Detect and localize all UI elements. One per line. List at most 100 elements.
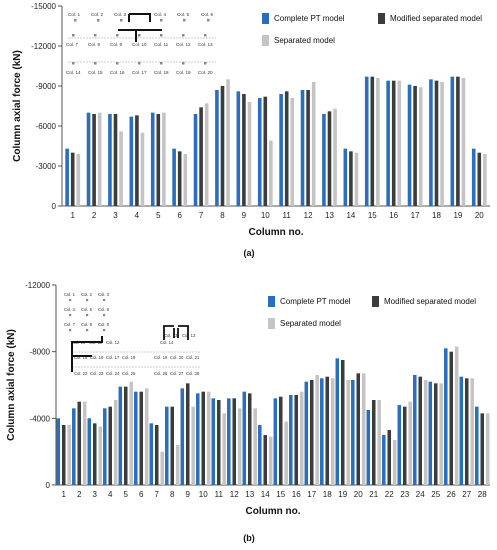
- column-marker: [103, 314, 106, 317]
- bar-modified-separated: [170, 406, 175, 485]
- bar-complete-pt: [300, 90, 305, 206]
- panel-label: (b): [243, 533, 255, 543]
- inset-column-label: Col. 2: [91, 12, 103, 17]
- x-tick-label: 13: [325, 211, 334, 220]
- x-tick-label: 22: [385, 490, 394, 499]
- legend-swatch: [268, 296, 275, 307]
- bar-separated: [299, 391, 304, 485]
- x-tick-label: 11: [283, 211, 292, 220]
- bar-complete-pt: [172, 148, 176, 206]
- y-axis-title: Column axial force (kN): [12, 50, 23, 162]
- bar-complete-pt: [118, 386, 123, 485]
- bar-separated: [439, 383, 443, 485]
- x-tick-label: 16: [389, 211, 398, 220]
- column-marker: [204, 62, 207, 65]
- bar-modified-separated: [185, 383, 190, 485]
- legend-label: Separated model: [274, 36, 335, 45]
- bar-complete-pt: [56, 418, 61, 485]
- bar-separated: [377, 400, 381, 485]
- bar-modified-separated: [480, 413, 485, 485]
- inset-column-label: Col. 24: [106, 371, 120, 376]
- bar-complete-pt: [304, 381, 309, 485]
- inset-column-label: Col. 7: [64, 322, 76, 327]
- inset-column-label: Col. 26: [154, 371, 168, 376]
- y-tick-label: -3000: [36, 162, 57, 171]
- bar-separated: [269, 140, 273, 206]
- bar-modified-separated: [113, 114, 118, 206]
- bar-separated: [160, 451, 164, 485]
- bar-separated: [222, 413, 226, 485]
- bar-modified-separated: [325, 376, 330, 485]
- bar-complete-pt: [386, 80, 390, 206]
- bar-separated: [483, 154, 487, 206]
- legend-item: Modified separated model: [372, 296, 476, 307]
- bar-separated: [98, 426, 102, 485]
- bar-modified-separated: [263, 96, 268, 206]
- bar-modified-separated: [70, 152, 75, 206]
- bar-modified-separated: [154, 425, 159, 485]
- bar-modified-separated: [278, 396, 283, 485]
- column-marker: [69, 314, 72, 317]
- x-tick-label: 7: [155, 490, 160, 499]
- column-marker: [160, 19, 163, 22]
- column-marker: [97, 19, 100, 22]
- x-tick-label: 24: [416, 490, 425, 499]
- inset-background: [62, 290, 202, 380]
- x-tick-label: 15: [276, 490, 285, 499]
- inset-column-label: Col. 6: [201, 12, 213, 17]
- bar-complete-pt: [129, 116, 134, 206]
- bar-separated: [330, 378, 335, 485]
- bar-separated: [315, 375, 319, 485]
- bar-separated: [67, 425, 71, 485]
- column-marker: [182, 34, 185, 37]
- x-tick-label: 10: [199, 490, 208, 499]
- bar-separated: [97, 112, 102, 206]
- column-marker: [72, 62, 75, 65]
- x-tick-label: 12: [230, 490, 239, 499]
- legend-swatch: [378, 13, 385, 24]
- bar-separated: [204, 103, 209, 206]
- bar-separated: [237, 408, 242, 485]
- bar-modified-separated: [177, 151, 182, 206]
- bar-complete-pt: [364, 76, 369, 207]
- inset-column-label: Col. 5: [177, 12, 189, 17]
- bar-separated: [253, 408, 257, 485]
- legend-item: Separated model: [268, 318, 341, 329]
- legend-item: Complete PT model: [268, 296, 351, 307]
- legend-label: Complete PT model: [274, 14, 345, 23]
- x-tick-label: 20: [354, 490, 363, 499]
- x-tick-label: 18: [432, 211, 441, 220]
- bar-complete-pt: [450, 76, 455, 207]
- inset-column-label: Col. 20: [170, 355, 184, 360]
- inset-column-label: Col. 13: [182, 333, 196, 338]
- x-tick-label: 17: [307, 490, 316, 499]
- x-axis-title: Column no.: [249, 227, 304, 238]
- y-tick-label: -12000: [31, 42, 56, 51]
- bar-complete-pt: [366, 410, 371, 485]
- bar-modified-separated: [216, 400, 221, 485]
- panel-label: (a): [244, 248, 255, 258]
- x-tick-label: 26: [447, 490, 456, 499]
- x-tick-label: 9: [242, 211, 247, 220]
- inset-column-label: Col. 2: [81, 292, 93, 297]
- x-tick-label: 23: [400, 490, 409, 499]
- bar-complete-pt: [227, 398, 231, 485]
- column-marker: [204, 34, 207, 37]
- x-tick-label: 5: [124, 490, 129, 499]
- inset-column-label: Col. 14: [66, 70, 81, 75]
- column-marker: [103, 299, 106, 302]
- bar-modified-separated: [108, 406, 113, 485]
- bar-complete-pt: [87, 418, 92, 485]
- bar-separated: [470, 378, 474, 485]
- inset-column-label: Col. 13: [164, 333, 178, 338]
- bar-modified-separated: [92, 423, 97, 485]
- bar-modified-separated: [356, 373, 361, 485]
- x-tick-label: 15: [368, 211, 377, 220]
- legend-swatch: [372, 296, 379, 307]
- bar-modified-separated: [242, 94, 246, 206]
- column-marker: [138, 62, 141, 65]
- legend-label: Modified separated model: [384, 297, 476, 306]
- bar-complete-pt: [382, 435, 386, 485]
- inset-column-label: Col. 11: [154, 42, 169, 47]
- bar-complete-pt: [428, 381, 433, 485]
